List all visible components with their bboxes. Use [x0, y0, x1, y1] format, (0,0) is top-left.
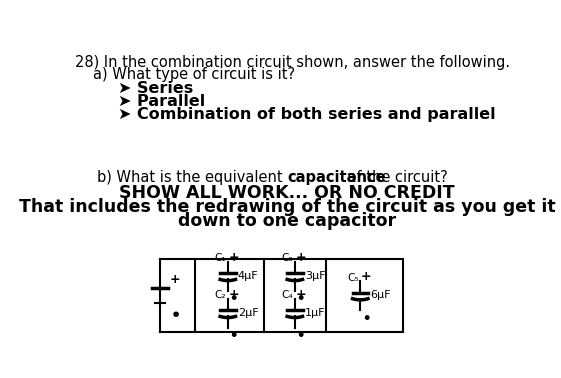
- Text: C₄: C₄: [282, 290, 293, 300]
- Text: ∙: ∙: [229, 290, 239, 307]
- Text: ∙: ∙: [229, 327, 239, 344]
- Text: +: +: [361, 270, 372, 283]
- Text: of the circuit?: of the circuit?: [343, 170, 447, 185]
- Text: C₁: C₁: [215, 253, 226, 263]
- Text: ➤ Combination of both series and parallel: ➤ Combination of both series and paralle…: [118, 107, 495, 122]
- Text: SHOW ALL WORK... OR NO CREDIT: SHOW ALL WORK... OR NO CREDIT: [119, 184, 455, 202]
- Text: C₃: C₃: [282, 253, 293, 263]
- Text: a) What type of circuit is it?: a) What type of circuit is it?: [93, 67, 295, 82]
- Text: ∙: ∙: [169, 305, 182, 324]
- Text: ➤ Parallel: ➤ Parallel: [118, 94, 205, 109]
- Text: b) What is the equivalent: b) What is the equivalent: [97, 170, 287, 185]
- Text: 6μF: 6μF: [370, 290, 391, 300]
- Text: +: +: [296, 288, 306, 301]
- Text: capacitance: capacitance: [287, 170, 386, 185]
- Text: 3μF: 3μF: [305, 271, 325, 280]
- Bar: [195, 259, 403, 332]
- Text: 1μF: 1μF: [305, 308, 325, 318]
- Text: ∙: ∙: [296, 290, 306, 307]
- Text: 4μF: 4μF: [238, 271, 259, 280]
- Text: down to one capacitor: down to one capacitor: [178, 212, 396, 230]
- Text: ∙: ∙: [361, 309, 371, 327]
- Text: C₂: C₂: [215, 290, 226, 300]
- Text: ➤ Series: ➤ Series: [118, 81, 193, 96]
- Text: +: +: [296, 251, 306, 264]
- Text: +: +: [229, 288, 239, 301]
- Text: +: +: [169, 273, 180, 287]
- Text: C₅: C₅: [347, 273, 358, 282]
- Text: 28) In the combination circuit shown, answer the following.: 28) In the combination circuit shown, an…: [75, 54, 510, 70]
- Text: +: +: [229, 251, 239, 264]
- Text: ∙: ∙: [296, 327, 306, 344]
- Text: 2μF: 2μF: [238, 308, 259, 318]
- Text: That includes the redrawing of the circuit as you get it: That includes the redrawing of the circu…: [19, 198, 555, 216]
